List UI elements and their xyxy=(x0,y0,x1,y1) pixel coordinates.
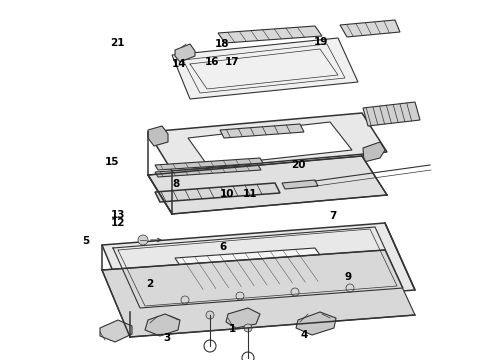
Text: 2: 2 xyxy=(146,279,153,289)
Text: 15: 15 xyxy=(104,157,119,167)
Text: 19: 19 xyxy=(314,37,328,48)
Polygon shape xyxy=(175,248,338,290)
Text: 4: 4 xyxy=(300,330,308,340)
Polygon shape xyxy=(340,20,400,37)
Text: 13: 13 xyxy=(110,210,125,220)
Polygon shape xyxy=(218,26,322,43)
Polygon shape xyxy=(148,113,387,171)
Polygon shape xyxy=(175,44,195,62)
Text: 10: 10 xyxy=(220,189,234,199)
Text: 5: 5 xyxy=(82,236,89,246)
Polygon shape xyxy=(100,320,132,342)
Text: 14: 14 xyxy=(172,59,186,69)
Polygon shape xyxy=(172,38,358,99)
Text: 17: 17 xyxy=(225,57,240,67)
Text: 8: 8 xyxy=(173,179,180,189)
Polygon shape xyxy=(155,183,280,202)
Polygon shape xyxy=(282,180,318,189)
Polygon shape xyxy=(102,223,415,312)
Polygon shape xyxy=(226,308,260,328)
Polygon shape xyxy=(155,158,263,170)
Text: 12: 12 xyxy=(110,218,125,228)
Circle shape xyxy=(206,311,214,319)
Polygon shape xyxy=(220,124,304,138)
Text: 18: 18 xyxy=(215,39,229,49)
Text: 7: 7 xyxy=(329,211,337,221)
Text: 6: 6 xyxy=(220,242,226,252)
Polygon shape xyxy=(145,314,180,336)
Text: 16: 16 xyxy=(204,57,219,67)
Polygon shape xyxy=(188,122,352,166)
Text: 1: 1 xyxy=(229,324,236,334)
Polygon shape xyxy=(148,126,168,146)
Text: 21: 21 xyxy=(110,38,125,48)
Polygon shape xyxy=(363,102,420,126)
Text: 3: 3 xyxy=(163,333,170,343)
Polygon shape xyxy=(363,142,385,162)
Text: 11: 11 xyxy=(243,189,257,199)
Polygon shape xyxy=(296,312,336,335)
Polygon shape xyxy=(155,165,261,177)
Circle shape xyxy=(244,324,252,332)
Polygon shape xyxy=(102,250,415,337)
Circle shape xyxy=(138,235,148,245)
Text: 9: 9 xyxy=(344,272,351,282)
Text: 20: 20 xyxy=(291,160,305,170)
Polygon shape xyxy=(148,156,387,214)
